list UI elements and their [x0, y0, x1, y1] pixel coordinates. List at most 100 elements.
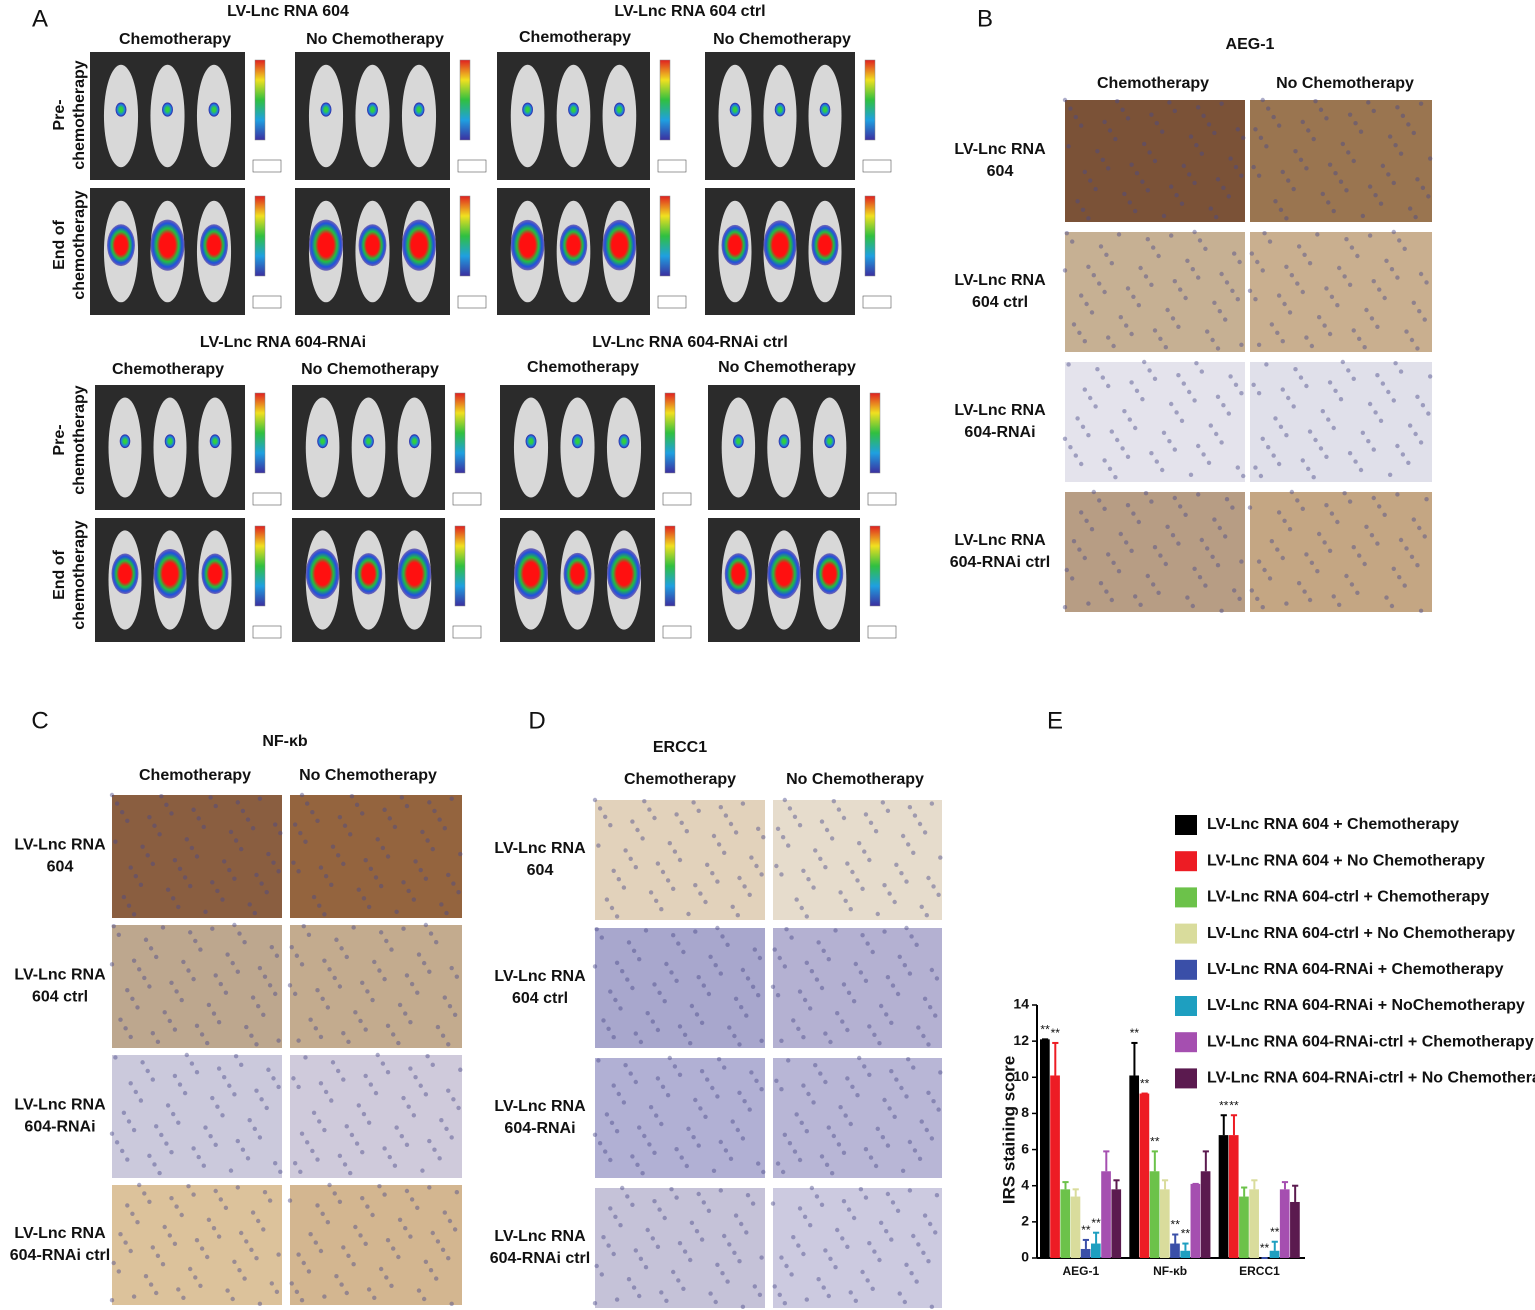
cell	[1091, 489, 1097, 495]
cell	[385, 854, 391, 859]
cell	[439, 1117, 444, 1123]
cell	[1296, 244, 1302, 249]
cell	[1062, 97, 1068, 103]
cell	[1124, 323, 1129, 328]
legend-swatch	[1175, 887, 1197, 908]
cell	[1125, 116, 1131, 121]
cell	[674, 978, 679, 983]
cell	[382, 976, 387, 982]
cell	[1097, 498, 1102, 503]
cell	[206, 1002, 212, 1008]
cell	[1181, 163, 1187, 169]
cell	[203, 909, 208, 915]
cell	[203, 1125, 208, 1130]
cell	[1351, 328, 1356, 333]
cell	[1219, 101, 1224, 106]
cell	[220, 1113, 225, 1118]
group-title: LV-Lnc RNA 604-RNAi ctrl	[592, 334, 788, 351]
cell	[208, 1133, 213, 1139]
cell	[902, 1299, 908, 1305]
cell	[1106, 166, 1111, 171]
panel-label: C	[31, 707, 48, 734]
cell	[1318, 107, 1324, 112]
cell	[1223, 534, 1228, 539]
cell	[926, 1259, 931, 1264]
cell	[1158, 336, 1163, 341]
cell	[922, 996, 928, 1001]
cell	[1118, 315, 1124, 320]
cell	[198, 1283, 203, 1289]
cell	[1336, 265, 1342, 271]
cell	[142, 975, 147, 981]
cell	[592, 964, 598, 969]
cell	[1275, 330, 1280, 335]
cell	[313, 1240, 318, 1245]
cell	[1071, 539, 1077, 544]
cell	[193, 938, 198, 944]
cell	[782, 797, 788, 803]
row-label: LV-Lnc RNA	[494, 1098, 586, 1115]
cell	[814, 1194, 820, 1199]
cell	[686, 911, 691, 917]
cell	[1386, 172, 1391, 177]
cell	[1298, 375, 1304, 380]
cell	[1327, 162, 1333, 167]
color-scale-box	[662, 492, 692, 506]
cell	[169, 811, 174, 816]
cell	[427, 1185, 432, 1190]
cell	[725, 1279, 730, 1284]
cell	[401, 1095, 406, 1101]
cell	[1273, 199, 1278, 204]
cell	[1176, 541, 1181, 546]
cell	[1287, 527, 1293, 532]
cell	[327, 1182, 332, 1188]
cell	[671, 886, 676, 891]
cell	[902, 963, 908, 968]
signal	[308, 219, 344, 271]
group-title: LV-Lnc RNA 604	[227, 3, 349, 20]
cell	[1143, 491, 1149, 496]
cell	[1280, 339, 1285, 344]
cell	[616, 1091, 621, 1097]
y-tick-label: 2	[1021, 1213, 1029, 1229]
cell	[1201, 452, 1206, 457]
color-scale	[254, 392, 266, 474]
cell	[907, 1139, 913, 1145]
cell	[740, 967, 746, 973]
cell	[885, 808, 891, 813]
cell	[829, 836, 835, 841]
cell	[848, 1290, 853, 1295]
cell	[1298, 157, 1304, 162]
cell	[318, 1248, 324, 1254]
cell	[160, 1262, 166, 1267]
cell	[444, 1126, 449, 1132]
cell	[150, 1077, 155, 1082]
signal	[358, 224, 387, 267]
cell	[222, 1074, 227, 1080]
cell	[188, 1266, 193, 1272]
cell	[674, 1147, 679, 1152]
cell	[174, 1204, 179, 1209]
cell	[1349, 245, 1355, 250]
cell	[242, 940, 247, 945]
row-label: 604	[987, 163, 1014, 180]
cell	[1086, 601, 1091, 606]
cell	[1232, 588, 1237, 593]
cell	[428, 1268, 434, 1273]
cell	[287, 1198, 293, 1203]
cell	[885, 1143, 891, 1148]
cell	[667, 1055, 672, 1061]
cell	[1362, 345, 1367, 350]
significance: **	[1171, 1218, 1181, 1232]
cell	[819, 1154, 825, 1159]
cell	[747, 1107, 752, 1112]
cell	[420, 1168, 425, 1173]
cell	[652, 982, 657, 987]
cell	[1138, 602, 1143, 607]
histology-image	[112, 1055, 282, 1178]
cell	[1342, 274, 1347, 279]
cell	[439, 902, 444, 907]
legend-swatch	[1175, 1068, 1197, 1089]
cell	[868, 820, 874, 825]
cell	[677, 1024, 683, 1029]
